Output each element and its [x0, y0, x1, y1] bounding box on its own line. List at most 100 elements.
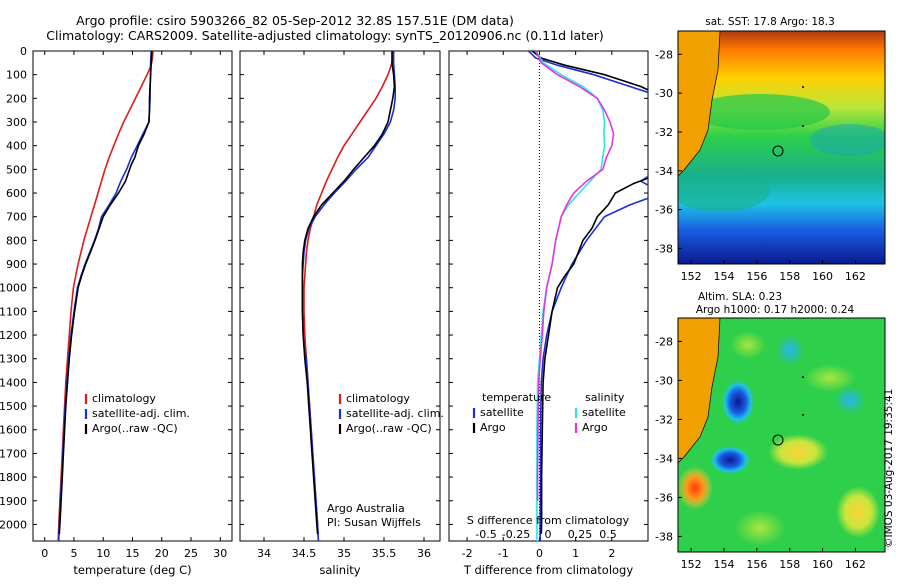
- map-y-tick-label: -30: [655, 374, 673, 387]
- legend-label: Argo(..raw -QC): [92, 422, 178, 435]
- sst-map-title: sat. SST: 17.8 Argo: 18.3: [705, 16, 835, 28]
- x-tick-label: 5: [70, 547, 77, 560]
- map-y-tick-label: -32: [655, 126, 673, 139]
- x-tick-label: -1: [498, 547, 509, 560]
- sla-map-title: Altim. SLA: 0.23: [698, 291, 782, 303]
- legend-label: climatology: [346, 392, 410, 405]
- difference-panel: -2 -1 0 1 2 T difference from climatology temp…: [448, 50, 649, 577]
- map-y-tick-label: -28: [655, 335, 673, 348]
- depth-tick-label: 700: [6, 211, 27, 224]
- map-x-tick-label: 156: [746, 270, 767, 283]
- depth-tick-label: 600: [6, 187, 27, 200]
- map-x-tick-label: 158: [779, 270, 800, 283]
- x-tick-label: 25: [184, 547, 198, 560]
- series-group: [528, 51, 648, 541]
- panel-frame: [448, 50, 649, 542]
- panel-frame: [239, 50, 441, 542]
- x2-tick-label: 0.25: [568, 528, 593, 541]
- x2-tick-label: -0.5: [475, 528, 496, 541]
- depth-tick-label: 300: [6, 116, 27, 129]
- title-line-1: Argo profile: csiro 5903266_82 05-Sep-20…: [76, 13, 514, 28]
- legend-label: Argo(..raw -QC): [346, 422, 432, 435]
- depth-tick-label: 1200: [0, 329, 27, 342]
- legend-label: satellite: [582, 406, 626, 419]
- map-y-tick-label: -32: [655, 413, 673, 426]
- legend-label: satellite-adj. clim.: [346, 407, 444, 420]
- depth-tick-label: 100: [6, 69, 27, 82]
- depth-tick-label: 500: [6, 163, 27, 176]
- legend-title-temperature: temperature: [482, 391, 551, 404]
- depth-tick-label: 2000: [0, 518, 27, 531]
- depth-tick-label: 1900: [0, 495, 27, 508]
- map-x-tick-label: 152: [681, 270, 702, 283]
- x-axis-label: T difference from climatology: [463, 563, 634, 577]
- map-y-tick-label: -30: [655, 87, 673, 100]
- map-y-tick-label: -36: [655, 491, 673, 504]
- series-line-temperature-satellite: [528, 51, 648, 541]
- series-line-temperature-argo: [531, 51, 648, 534]
- x-tick-label: 35: [337, 547, 351, 560]
- temperature-panel: 0100200300400500600700800900100011001200…: [0, 45, 233, 577]
- x-axis-label: salinity: [319, 563, 360, 577]
- x2-tick-label: -0.25: [502, 528, 530, 541]
- map-y-tick-label: -38: [655, 242, 673, 255]
- sla-land: [678, 318, 721, 464]
- map-x-tick-label: 152: [681, 558, 702, 571]
- sst-argo-marker: [772, 145, 784, 157]
- x-tick-label: 0: [41, 547, 48, 560]
- map-x-tick-label: 158: [779, 558, 800, 571]
- x-tick-label: -2: [462, 547, 473, 560]
- annotation-text: PI: Susan Wijffels: [327, 516, 421, 529]
- map-y-tick-label: -28: [655, 48, 673, 61]
- depth-tick-label: 1400: [0, 376, 27, 389]
- x-tick-label: 0: [536, 547, 543, 560]
- sla-map-subtitle: Argo h1000: 0.17 h2000: 0.24: [696, 304, 855, 316]
- map-x-tick-label: 160: [812, 270, 833, 283]
- x-tick-label: 10: [96, 547, 110, 560]
- legend-label: climatology: [92, 392, 156, 405]
- x-tick-label: 34: [257, 547, 271, 560]
- map-y-tick-label: -34: [655, 452, 673, 465]
- depth-tick-label: 1700: [0, 447, 27, 460]
- depth-tick-label: 800: [6, 234, 27, 247]
- map-x-tick-label: 154: [714, 558, 735, 571]
- map-y-tick-label: -36: [655, 204, 673, 217]
- map-y-tick-label: -34: [655, 165, 673, 178]
- depth-tick-label: 400: [6, 140, 27, 153]
- depth-tick-label: 1100: [0, 305, 27, 318]
- x-tick-label: 20: [155, 547, 169, 560]
- legend-label: Argo: [582, 421, 608, 434]
- sla-map: Altim. SLA: 0.23 Argo h1000: 0.17 h2000:…: [655, 291, 886, 571]
- panel-frame: [32, 50, 233, 542]
- series-line-salinity-argo: [535, 51, 615, 501]
- x-tick-label: 1: [572, 547, 579, 560]
- map-x-tick-label: 154: [714, 270, 735, 283]
- sst-land: [678, 31, 721, 177]
- series-group: [301, 51, 396, 541]
- depth-tick-label: 0: [20, 45, 27, 58]
- legend-title-salinity: salinity: [585, 391, 625, 404]
- depth-tick-label: 1300: [0, 353, 27, 366]
- series-group: [57, 51, 154, 541]
- legend-label: satellite: [480, 406, 524, 419]
- map-x-tick-label: 162: [845, 270, 866, 283]
- depth-tick-label: 1800: [0, 471, 27, 484]
- x-tick-label: 15: [126, 547, 140, 560]
- legend-label: satellite-adj. clim.: [92, 407, 190, 420]
- x2-axis-label: S difference from climatology: [467, 514, 630, 527]
- x-tick-label: 36: [417, 547, 431, 560]
- sla-argo-marker: [772, 434, 784, 446]
- timestamp-side-text: ©IMOS 03-Aug-2017 19:35:41: [883, 389, 895, 548]
- map-x-tick-label: 160: [812, 558, 833, 571]
- x-tick-label: 34.5: [292, 547, 317, 560]
- depth-tick-label: 1000: [0, 282, 27, 295]
- x-axis-label: temperature (deg C): [73, 563, 191, 577]
- x-tick-label: 2: [608, 547, 615, 560]
- map-y-tick-label: -38: [655, 530, 673, 543]
- depth-tick-label: 1600: [0, 424, 27, 437]
- depth-tick-label: 900: [6, 258, 27, 271]
- series-line-argo-raw-qc-: [301, 51, 396, 534]
- series-line-argo-raw-qc-: [58, 51, 153, 534]
- x-tick-label: 30: [213, 547, 227, 560]
